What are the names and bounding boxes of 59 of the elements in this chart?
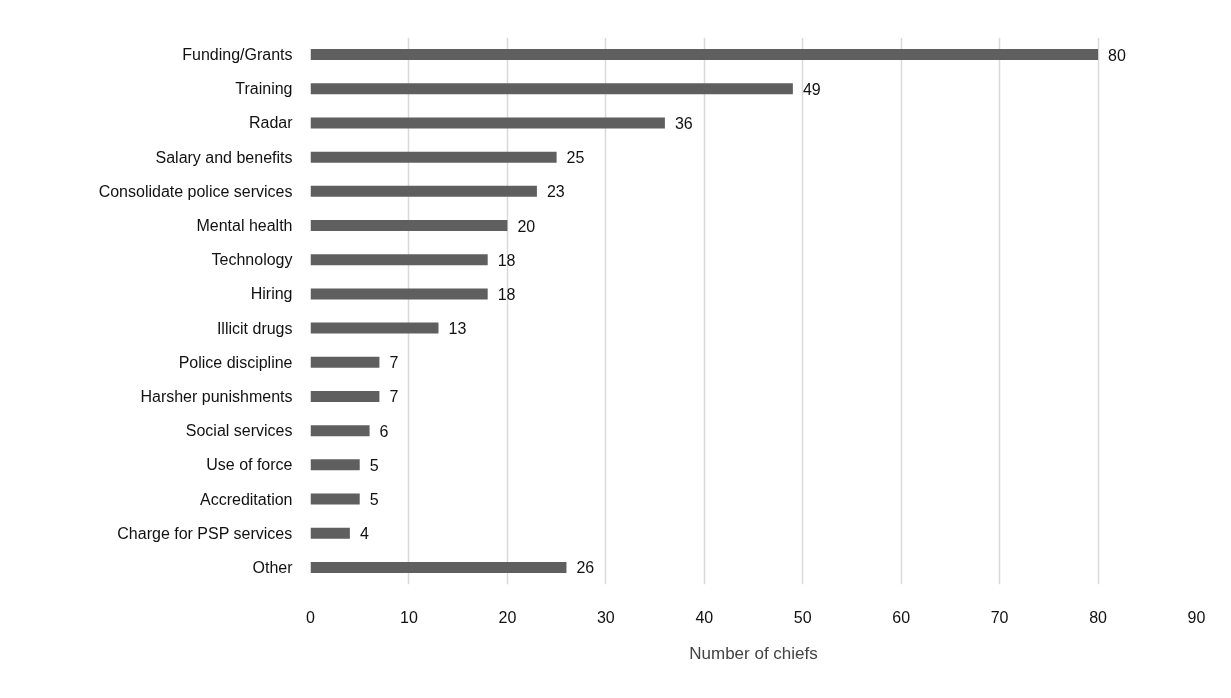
data-label: 23 [546,183,565,201]
data-label: 49 [802,80,821,98]
y-tick-label: Harsher punishments [140,387,293,405]
x-tick-label: 40 [695,608,714,626]
y-tick-label: Training [235,80,293,98]
x-tick-label: 20 [498,608,517,626]
y-tick-label: Use of force [206,456,293,474]
y-tick-label: Mental health [196,217,293,235]
data-label: 18 [497,285,516,303]
y-tick-label: Hiring [250,285,293,303]
y-tick-label: Police discipline [178,353,293,371]
bar [310,220,508,231]
data-label: 5 [369,491,379,509]
x-tick-label: 10 [400,608,418,626]
x-tick-label: 80 [1089,608,1108,626]
y-tick-label: Accreditation [200,490,293,508]
bar [310,49,1099,61]
bar [310,254,488,266]
bar [310,391,380,402]
y-tick-label: Salary and benefits [155,148,293,166]
data-label: 7 [389,354,399,372]
bar [310,561,567,573]
bar [310,493,360,505]
data-label: 80 [1108,46,1126,64]
y-tick-label: Illicit drugs [216,319,293,337]
y-tick-label: Charge for PSP services [117,524,293,542]
data-label: 25 [566,149,585,167]
x-tick-label: 70 [990,608,1009,626]
x-tick-label: 90 [1187,608,1206,626]
x-tick-label: 0 [306,608,316,626]
y-tick-label: Social services [185,422,293,440]
data-label: 20 [517,217,536,235]
data-label: 7 [389,388,399,406]
y-tick-label: Funding/Grants [182,46,293,64]
bar [310,117,665,129]
bar [310,83,793,95]
y-tick-label: Radar [248,114,294,132]
data-label: 18 [497,251,516,269]
bar [310,322,439,334]
bar [310,527,350,539]
bar [310,425,370,437]
data-label: 4 [359,525,369,543]
x-tick-label: 50 [793,608,812,626]
x-tick-label: 60 [892,608,911,626]
data-label: 13 [448,320,467,338]
data-label: 5 [369,456,379,474]
data-label: 36 [674,114,693,132]
y-tick-label: Consolidate police services [98,182,293,200]
bar [310,288,488,300]
data-label: 26 [576,559,595,577]
bar [310,356,380,368]
y-tick-label: Other [252,558,294,576]
bar [310,185,537,197]
x-tick-label: 30 [596,608,615,626]
bar [310,151,557,163]
y-tick-label: Technology [211,251,293,269]
bar [310,459,360,471]
x-axis-title: Number of chiefs [689,643,818,663]
data-label: 6 [379,422,389,440]
